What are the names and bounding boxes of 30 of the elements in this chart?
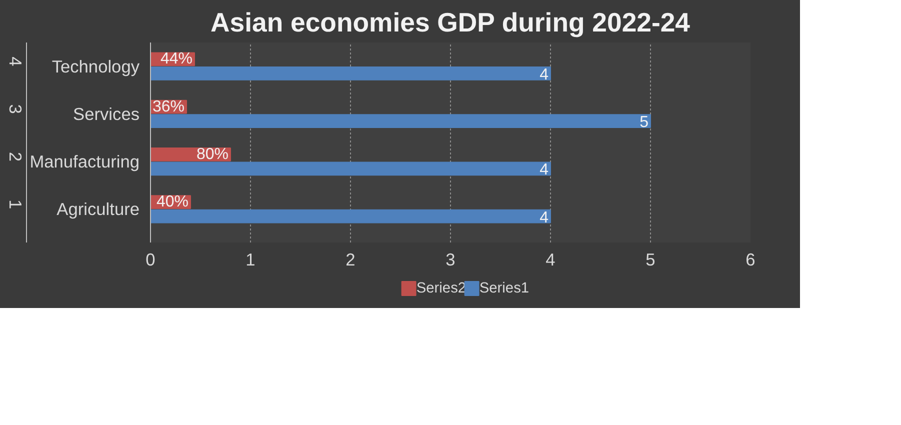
data-label: 5 [640, 114, 649, 132]
x-tick-label: 5 [646, 250, 656, 270]
bar [150, 66, 551, 80]
data-label: 4 [540, 209, 549, 226]
x-tick-label: 1 [246, 250, 256, 270]
x-tick-label: 0 [146, 250, 156, 270]
text: 1 [6, 200, 26, 210]
y-tick-label: Technology [52, 56, 140, 76]
text: 4 [6, 56, 26, 67]
x-tick-label: 6 [746, 250, 756, 270]
y-tick-label: Manufacturing [30, 152, 140, 172]
x-tick-label: 2 [346, 250, 356, 270]
bar [150, 114, 651, 128]
data-label: 40% [156, 194, 189, 211]
data-label: 80% [196, 146, 229, 163]
data-label: 4 [540, 66, 549, 84]
text: 3 [6, 104, 26, 114]
text: 2 [6, 152, 26, 162]
data-label: 44% [160, 50, 193, 68]
y-tick-label: Agriculture [56, 199, 140, 220]
legend-label: Series2 [416, 280, 466, 296]
chart-title: Asian economies GDP during 2022-24 [210, 8, 690, 38]
data-label: 36% [152, 98, 185, 116]
y-tick-label: Services [73, 104, 140, 124]
bar [150, 162, 551, 176]
data-label: 4 [540, 162, 549, 179]
bar [150, 209, 551, 224]
x-tick-label: 4 [546, 250, 556, 270]
legend-label: Series1 [479, 280, 530, 296]
x-tick-label: 3 [446, 250, 456, 270]
